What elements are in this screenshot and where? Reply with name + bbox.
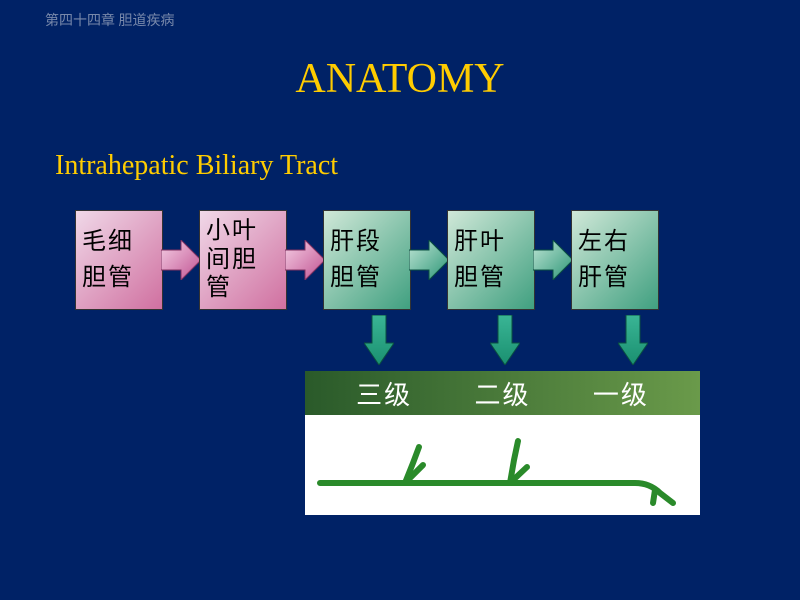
level-label: 二级 — [474, 375, 530, 412]
node-text-line: 毛细 — [82, 224, 156, 260]
section-subtitle: Intrahepatic Biliary Tract — [55, 150, 338, 182]
flow-arrow-down-icon — [364, 315, 394, 363]
node-text-line: 胆管 — [82, 260, 156, 296]
flow-node: 肝段 胆管 — [323, 210, 411, 310]
flow-arrow-down-icon — [618, 315, 648, 363]
flow-arrow-down-icon — [490, 315, 520, 363]
level-label: 一级 — [593, 375, 649, 412]
node-text-line: 小叶 — [206, 217, 280, 246]
node-text-line: 管 — [206, 274, 280, 303]
node-text-line: 肝段 — [330, 224, 404, 260]
flow-node: 小叶 间胆 管 — [199, 210, 287, 310]
flow-arrow-right-icon — [161, 240, 201, 280]
node-text-line: 左右 — [578, 224, 652, 260]
flow-node: 左右 肝管 — [571, 210, 659, 310]
flow-node: 肝叶 胆管 — [447, 210, 535, 310]
page-title: ANATOMY — [0, 55, 800, 103]
flow-node: 毛细 胆管 — [75, 210, 163, 310]
flow-arrow-right-icon — [533, 240, 573, 280]
level-bar: 三级 二级 一级 — [305, 371, 700, 415]
level-label: 三级 — [356, 375, 412, 412]
node-text-line: 胆管 — [330, 260, 404, 296]
flowchart-row: 毛细 胆管 小叶 间胆 管 肝段 胆管 肝叶 胆管 左右 肝管 — [75, 210, 659, 310]
node-text-line: 间胆 — [206, 246, 280, 275]
branch-diagram — [305, 415, 700, 515]
chapter-header: 第四十四章 胆道疾病 — [45, 10, 175, 30]
flow-arrow-right-icon — [409, 240, 449, 280]
flow-arrow-right-icon — [285, 240, 325, 280]
node-text-line: 胆管 — [454, 260, 528, 296]
node-text-line: 肝叶 — [454, 224, 528, 260]
node-text-line: 肝管 — [578, 260, 652, 296]
